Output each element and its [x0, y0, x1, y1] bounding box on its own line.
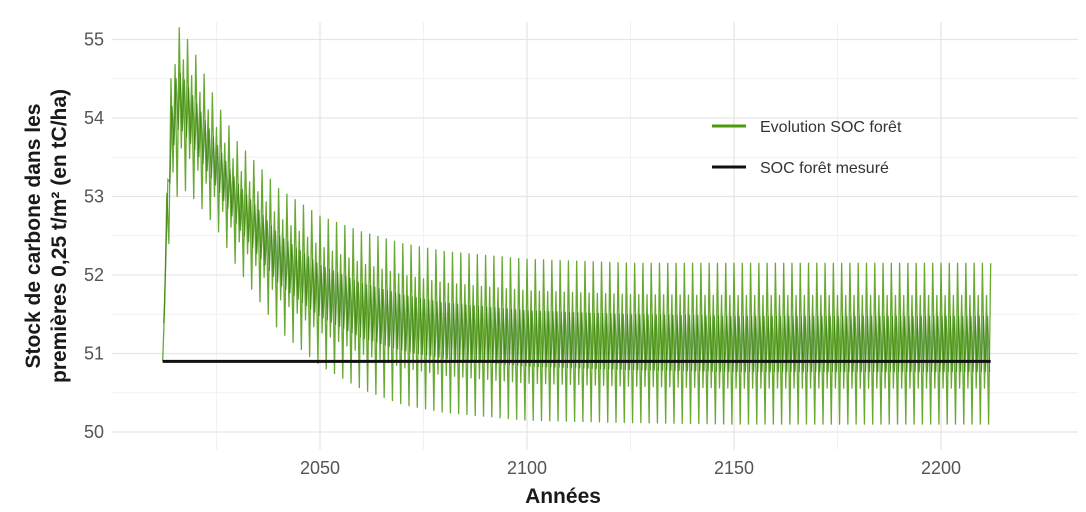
y-axis-title-line-2: premières 0,25 t/m² (en tC/ha) — [48, 89, 71, 383]
grid — [112, 22, 1078, 450]
y-tick-label: 55 — [84, 30, 104, 50]
y-tick-label: 54 — [84, 108, 104, 128]
y-tick-label: 52 — [84, 265, 104, 285]
y-tick-label: 51 — [84, 344, 104, 364]
y-axis-title: Stock de carbone dans les premières 0,25… — [22, 89, 71, 383]
x-tick-label: 2150 — [714, 458, 754, 478]
series-line-evolution-soc-foret-core — [163, 72, 991, 373]
legend-label-measured: SOC forêt mesuré — [760, 160, 889, 177]
x-axis-title: Années — [525, 485, 601, 508]
legend: Evolution SOC forêt SOC forêt mesuré — [712, 119, 902, 177]
x-tick-label: 2050 — [300, 458, 340, 478]
legend-label-evolution: Evolution SOC forêt — [760, 119, 902, 136]
y-tick-label: 53 — [84, 187, 104, 207]
x-tick-label: 2200 — [921, 458, 961, 478]
y-axis-title-line-1: Stock de carbone dans les — [22, 104, 45, 369]
series-line-evolution-soc-foret — [162, 27, 992, 425]
tick-labels: 2050 2100 2150 2200 50 51 52 53 54 55 — [84, 30, 961, 479]
series-area — [162, 27, 992, 425]
x-tick-label: 2100 — [507, 458, 547, 478]
y-tick-label: 50 — [84, 422, 104, 442]
